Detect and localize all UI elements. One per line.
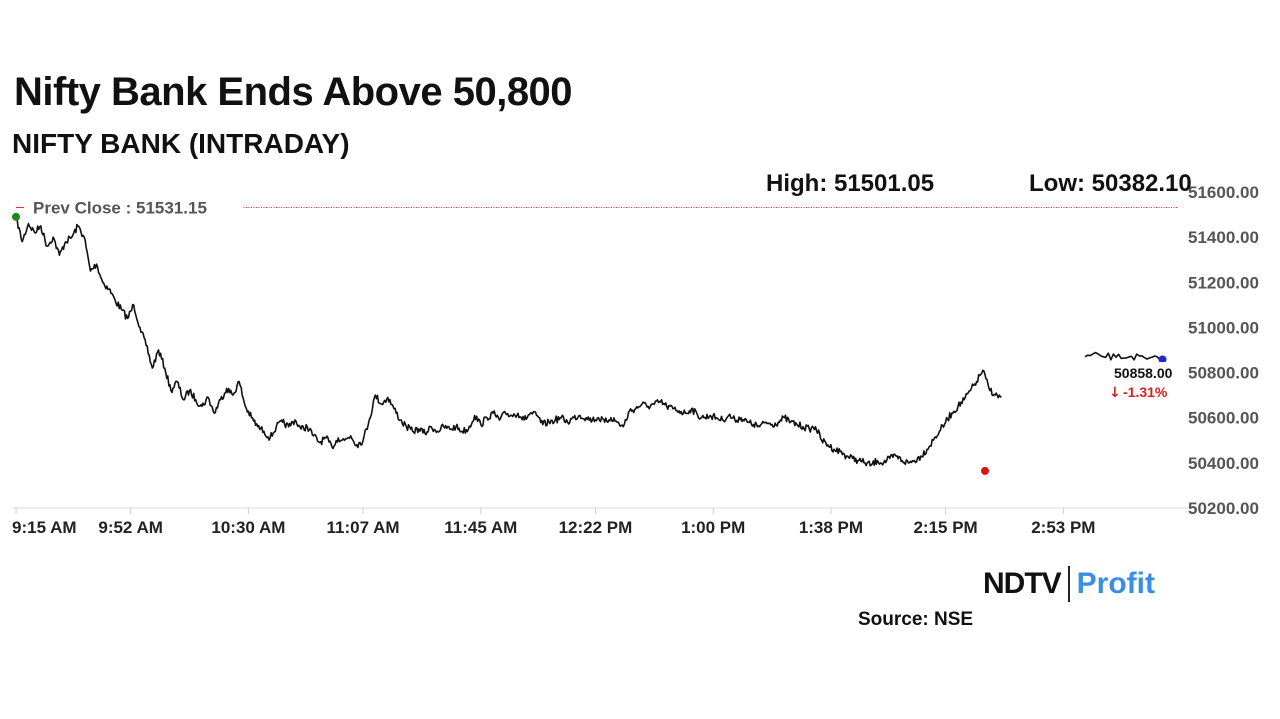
y-tick-label: 51200.00 xyxy=(1188,273,1259,292)
y-tick-label: 50600.00 xyxy=(1188,409,1259,428)
y-tick-label: 51600.00 xyxy=(1188,183,1259,202)
open-point-dot xyxy=(12,212,20,221)
prev-close-label-bg xyxy=(20,197,242,218)
x-tick-label: 1:38 PM xyxy=(799,518,863,537)
low-stat: Low: 50382.10 xyxy=(1029,170,1192,197)
page-title: Nifty Bank Ends Above 50,800 xyxy=(14,70,573,114)
brand-profit-text: Profit xyxy=(1076,567,1155,600)
x-tick-label: 1:00 PM xyxy=(681,518,745,537)
price-line-series xyxy=(15,216,1002,467)
prev-close-label: Prev Close : 51531.15 xyxy=(33,199,207,218)
source-note: Source: NSE xyxy=(858,609,974,630)
close-point-dot xyxy=(1158,355,1167,364)
brand-divider xyxy=(1067,566,1070,602)
brand-logo: NDTV Profit xyxy=(983,566,1155,602)
chart-subtitle: NIFTY BANK (INTRADAY) xyxy=(12,128,350,159)
y-tick-label: 50800.00 xyxy=(1188,364,1259,383)
y-tick-label: 50200.00 xyxy=(1188,499,1259,518)
last-value-label: 50858.00 xyxy=(1114,365,1173,381)
x-tick-label: 11:45 AM xyxy=(444,518,517,537)
down-arrow-icon: ↓ xyxy=(1109,385,1121,401)
y-tick-label: 51000.00 xyxy=(1188,318,1259,337)
x-tick-label: 12:22 PM xyxy=(559,518,633,537)
change-percent-label: -1.31% xyxy=(1123,384,1168,400)
x-tick-label: 9:52 AM xyxy=(98,518,163,537)
brand-ndtv-text: NDTV xyxy=(983,567,1062,600)
y-tick-label: 50400.00 xyxy=(1188,454,1259,473)
x-tick-label: 11:07 AM xyxy=(327,518,400,537)
last-value-bg xyxy=(1108,362,1184,384)
x-tick-label: 2:15 PM xyxy=(913,518,977,537)
x-tick-label: 2:53 PM xyxy=(1031,518,1095,537)
high-stat: High: 51501.05 xyxy=(766,170,935,197)
low-point-dot xyxy=(981,466,989,475)
x-tick-label: 9:15 AM xyxy=(12,518,77,537)
x-tick-label: 10:30 AM xyxy=(211,518,285,537)
y-tick-label: 51400.00 xyxy=(1188,228,1259,247)
price-line-series xyxy=(1084,351,1163,361)
